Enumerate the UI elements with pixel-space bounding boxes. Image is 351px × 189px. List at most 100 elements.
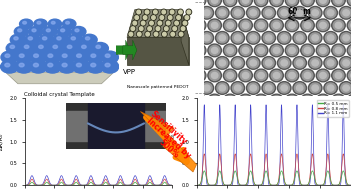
Circle shape	[12, 47, 18, 52]
Circle shape	[258, 0, 264, 3]
Circle shape	[217, 33, 227, 43]
Circle shape	[24, 45, 29, 48]
Circle shape	[254, 0, 268, 7]
Circle shape	[91, 54, 96, 57]
Circle shape	[325, 33, 336, 43]
Circle shape	[148, 27, 151, 30]
Circle shape	[181, 27, 185, 30]
Circle shape	[194, 20, 205, 30]
Circle shape	[333, 70, 344, 80]
Circle shape	[248, 58, 259, 68]
Circle shape	[211, 47, 218, 53]
Circle shape	[294, 83, 305, 93]
Circle shape	[177, 16, 180, 19]
Circle shape	[234, 35, 241, 41]
Circle shape	[91, 63, 96, 67]
Circle shape	[293, 32, 306, 44]
Circle shape	[316, 19, 330, 32]
Circle shape	[149, 20, 154, 26]
Circle shape	[143, 16, 147, 19]
Circle shape	[223, 19, 237, 32]
Circle shape	[211, 0, 218, 3]
Circle shape	[178, 31, 184, 37]
Circle shape	[339, 82, 351, 94]
Circle shape	[225, 0, 236, 5]
Circle shape	[204, 85, 210, 91]
Circle shape	[258, 72, 264, 78]
Circle shape	[302, 20, 313, 30]
Circle shape	[239, 19, 252, 32]
Circle shape	[64, 65, 71, 70]
Circle shape	[82, 34, 97, 45]
Circle shape	[48, 63, 53, 67]
Circle shape	[258, 47, 264, 53]
Circle shape	[211, 22, 218, 28]
Circle shape	[98, 47, 104, 52]
Circle shape	[196, 22, 203, 28]
Circle shape	[200, 82, 214, 94]
Circle shape	[285, 69, 299, 82]
Circle shape	[26, 47, 33, 52]
Circle shape	[318, 96, 328, 105]
Circle shape	[101, 60, 119, 73]
Circle shape	[320, 0, 326, 3]
Circle shape	[67, 34, 83, 45]
Circle shape	[304, 72, 311, 78]
Text: VPP: VPP	[123, 69, 137, 74]
Circle shape	[240, 20, 251, 30]
Circle shape	[327, 60, 334, 66]
Circle shape	[246, 82, 260, 94]
Circle shape	[7, 65, 14, 70]
Circle shape	[271, 0, 282, 5]
Circle shape	[258, 22, 264, 28]
Circle shape	[242, 22, 249, 28]
Circle shape	[204, 60, 210, 66]
Circle shape	[53, 34, 68, 45]
Circle shape	[187, 10, 191, 14]
Circle shape	[19, 31, 25, 35]
Circle shape	[316, 69, 330, 82]
Circle shape	[77, 54, 81, 57]
Circle shape	[223, 94, 237, 107]
Circle shape	[6, 43, 22, 54]
Circle shape	[209, 20, 220, 30]
Y-axis label: ΔR/R₀: ΔR/R₀	[171, 133, 176, 150]
Circle shape	[150, 21, 153, 25]
Circle shape	[279, 33, 290, 43]
Circle shape	[277, 32, 291, 44]
Circle shape	[281, 10, 287, 16]
Circle shape	[21, 65, 28, 70]
Circle shape	[316, 94, 330, 107]
Circle shape	[151, 15, 156, 20]
Circle shape	[223, 69, 237, 82]
Circle shape	[216, 57, 229, 69]
Circle shape	[293, 57, 306, 69]
Circle shape	[204, 10, 210, 16]
Circle shape	[75, 29, 79, 32]
Circle shape	[217, 58, 227, 68]
Circle shape	[154, 32, 158, 36]
Circle shape	[302, 45, 313, 55]
Circle shape	[333, 0, 344, 5]
Circle shape	[172, 26, 177, 31]
Circle shape	[327, 35, 334, 41]
Circle shape	[59, 39, 65, 43]
Circle shape	[347, 69, 351, 82]
Circle shape	[301, 19, 314, 32]
Circle shape	[309, 32, 322, 44]
Circle shape	[265, 10, 272, 16]
Circle shape	[333, 20, 344, 30]
Circle shape	[332, 94, 345, 107]
Circle shape	[339, 32, 351, 44]
Circle shape	[333, 96, 344, 105]
Circle shape	[163, 32, 166, 36]
Circle shape	[225, 96, 236, 105]
Circle shape	[289, 47, 295, 53]
Circle shape	[219, 85, 226, 91]
Circle shape	[39, 23, 44, 27]
Circle shape	[227, 98, 233, 104]
Circle shape	[40, 47, 47, 52]
Circle shape	[231, 82, 245, 94]
Circle shape	[50, 65, 57, 70]
Circle shape	[271, 20, 282, 30]
